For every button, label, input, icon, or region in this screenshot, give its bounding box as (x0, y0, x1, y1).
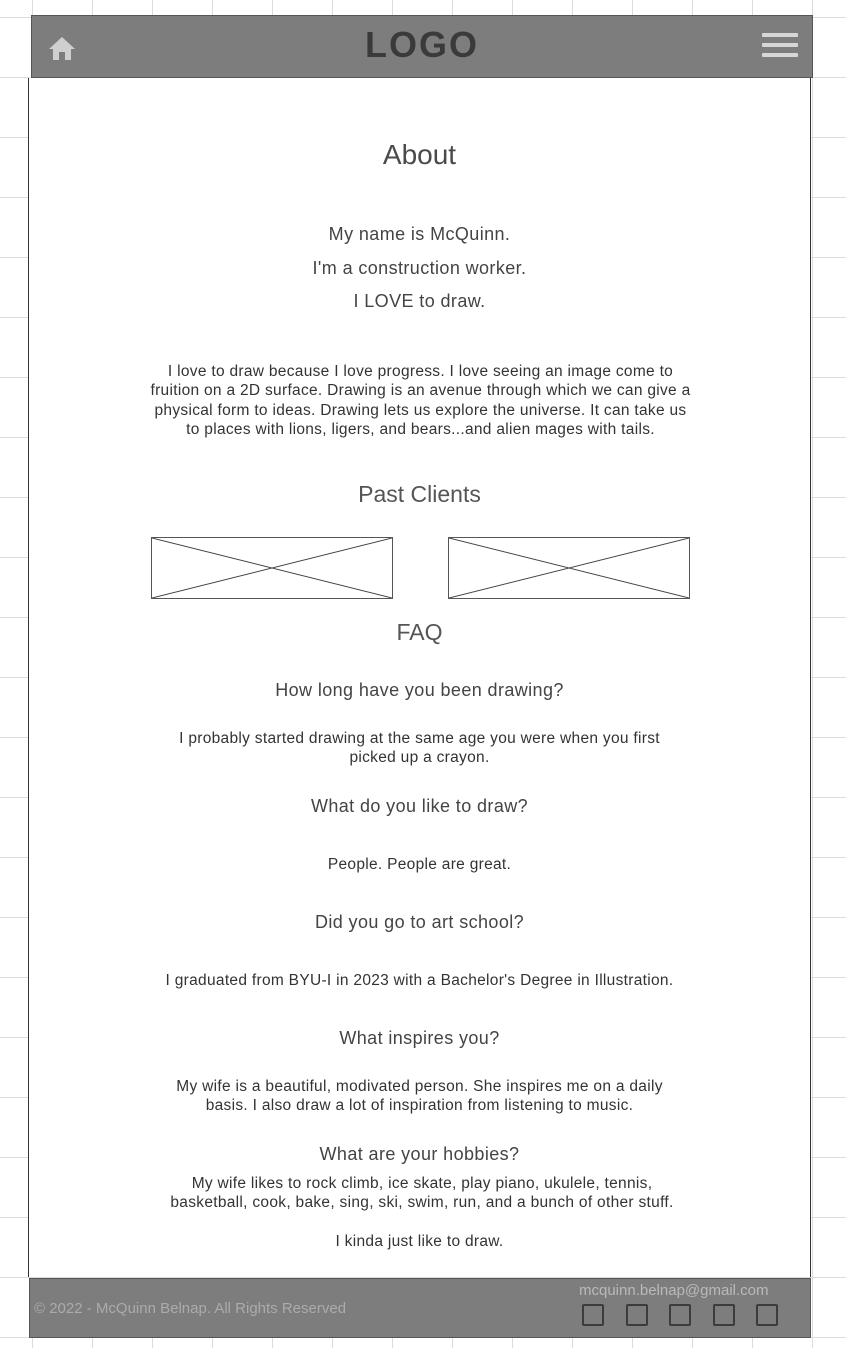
intro-line-love: I LOVE to draw. (353, 291, 486, 311)
copyright-text: © 2022 - McQuinn Belnap. All Rights Rese… (34, 1300, 347, 1317)
social-icon-5[interactable] (756, 1304, 778, 1326)
home-icon[interactable] (47, 35, 77, 61)
faq-answer: I probably started drawing at the same a… (179, 730, 660, 766)
email-link[interactable]: mcquinn.belnap@gmail.com (579, 1282, 769, 1299)
faq-answer: My wife is a beautiful, modivated person… (176, 1078, 663, 1114)
client-image-placeholder (151, 537, 393, 599)
faq-heading: FAQ (396, 619, 443, 645)
social-icon-2[interactable] (626, 1304, 648, 1326)
logo[interactable]: LOGO (365, 24, 479, 65)
faq-answer: I graduated from BYU-I in 2023 with a Ba… (165, 972, 674, 989)
faq-question: What do you like to draw? (310, 796, 529, 816)
faq-answer: My wife likes to rock climb, ice skate, … (170, 1175, 674, 1211)
social-icon-1[interactable] (582, 1304, 604, 1326)
faq-question: What are your hobbies? (319, 1144, 520, 1164)
faq-question: What inspires you? (339, 1028, 500, 1048)
faq-answer-extra: I kinda just like to draw. (335, 1233, 504, 1250)
social-icon-3[interactable] (669, 1304, 691, 1326)
hamburger-menu-icon[interactable] (762, 33, 798, 61)
faq-question: How long have you been drawing? (275, 680, 564, 700)
main-content: About My name is McQuinn. I'm a construc… (28, 78, 811, 1277)
faq-question: Did you go to art school? (314, 912, 525, 932)
past-clients-heading: Past Clients (358, 481, 481, 507)
menu-bar (762, 53, 798, 57)
faq-answer: People. People are great. (327, 856, 512, 873)
menu-bar (762, 43, 798, 47)
intro-line-name: My name is McQuinn. (328, 224, 511, 244)
site-header: LOGO (31, 15, 813, 78)
site-footer: © 2022 - McQuinn Belnap. All Rights Rese… (29, 1278, 811, 1338)
intro-line-job: I'm a construction worker. (312, 258, 527, 278)
about-heading: About (382, 139, 457, 170)
menu-bar (762, 33, 798, 37)
about-paragraph: I love to draw because I love progress. … (150, 363, 691, 438)
social-icon-4[interactable] (713, 1304, 735, 1326)
client-image-placeholder (448, 537, 690, 599)
